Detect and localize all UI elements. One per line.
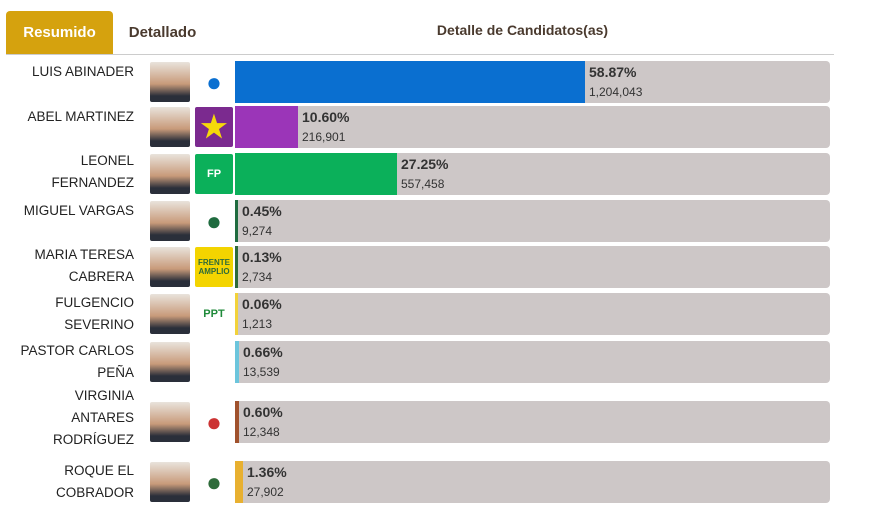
candidate-photo [150,462,190,502]
candidate-photo [150,107,190,147]
candidate-name-line: RODRÍGUEZ [53,432,134,447]
candidate-name-line: MARIA TERESA [34,247,134,262]
logo-text: PPT [203,308,225,320]
vote-percentage: 0.06% [242,296,282,312]
candidate-photo [150,154,190,194]
vote-bar-fill [235,246,238,288]
vote-bar[interactable]: 0.06% 1,213 [235,293,830,335]
divider [6,54,834,55]
candidate-name: LUIS ABINADER [0,61,134,83]
frente-amplio-logo-icon: FRENTE AMPLIO [195,247,233,287]
candidate-name-line: COBRADOR [55,485,134,500]
candidate-name-line: FERNANDEZ [51,175,134,190]
candidate-name-line: VIRGINIA [74,388,134,403]
vote-count: 1,204,043 [589,85,643,99]
vote-bar[interactable]: 0.13% 2,734 [235,246,830,288]
vote-count: 9,274 [242,224,273,238]
vote-bar[interactable]: 58.87% 1,204,043 [235,61,830,103]
vote-bar-fill [235,461,243,503]
candidate-photo [150,402,190,442]
vote-percentage: 1.36% [247,464,287,480]
candidate-name: LEONEL FERNANDEZ [0,150,134,194]
vote-percentage: 10.60% [302,109,350,125]
vote-bar-fill [235,61,585,103]
prm-logo-icon: ● [195,62,233,102]
vote-bar-fill [235,200,238,242]
candidate-name-line: ABEL MARTINEZ [27,109,134,124]
candidate-name: PASTOR CARLOS PEÑA [0,340,134,384]
vote-bar-fill [235,153,397,195]
vote-bar-fill [235,341,239,383]
candidate-name: FULGENCIO SEVERINO [0,292,134,336]
pld-star-logo-icon: ★ [195,107,233,147]
vote-bar[interactable]: 0.45% 9,274 [235,200,830,242]
vote-bar-fill [235,401,239,443]
vote-count: 216,901 [302,130,346,144]
candidate-name-line: SEVERINO [64,317,134,332]
candidate-name-line: ANTARES [71,410,134,425]
tab-detallado[interactable]: Detallado [128,24,197,41]
ppt-logo-icon: PPT [195,294,233,334]
vote-bar[interactable]: 27.25% 557,458 [235,153,830,195]
candidate-photo [150,247,190,287]
vote-percentage: 27.25% [401,156,449,172]
candidate-name-line: ROQUE EL [64,463,134,478]
vote-count: 12,348 [243,425,280,439]
candidate-photo [150,294,190,334]
partido-logo-icon: ● [195,462,233,502]
candidate-name: MARIA TERESA CABRERA [0,244,134,288]
vote-percentage: 58.87% [589,64,637,80]
candidate-name-line: LEONEL [80,153,134,168]
vote-count: 2,734 [242,270,273,284]
candidate-name: MIGUEL VARGAS [0,200,134,222]
logo-text: FP [206,168,222,180]
candidate-name-line: MIGUEL VARGAS [23,203,134,218]
section-title: Detalle de Candidatos(as) [436,22,609,38]
vote-count: 557,458 [401,177,445,191]
prd-logo-icon: ● [195,201,233,241]
vote-count: 27,902 [247,485,284,499]
candidate-name-line: PASTOR CARLOS [20,343,134,358]
vote-bar-fill [235,106,298,148]
candidate-name-line: LUIS ABINADER [31,64,134,79]
vote-percentage: 0.13% [242,249,282,265]
candidate-photo [150,201,190,241]
logo-text: FRENTE AMPLIO [198,258,230,276]
vote-bar[interactable]: 0.60% 12,348 [235,401,830,443]
vote-percentage: 0.66% [243,344,283,360]
gens-logo-icon: GenS [195,342,233,382]
candidate-photo [150,62,190,102]
vote-bar[interactable]: 10.60% 216,901 [235,106,830,148]
vote-percentage: 0.45% [242,203,282,219]
candidate-name: ROQUE EL COBRADOR [0,460,134,504]
tab-resumido[interactable]: Resumido [6,11,113,54]
vote-count: 13,539 [243,365,280,379]
candidate-photo [150,342,190,382]
vote-count: 1,213 [242,317,273,331]
vote-percentage: 0.60% [243,404,283,420]
logo-text: GenS [199,356,229,368]
candidate-name-line: CABRERA [68,269,134,284]
candidate-name: VIRGINIA ANTARES RODRÍGUEZ [0,385,134,451]
vote-bar[interactable]: 1.36% 27,902 [235,461,830,503]
vote-bar-fill [235,293,238,335]
opcion-democratica-logo-icon: ● [195,402,233,442]
vote-bar[interactable]: 0.66% 13,539 [235,341,830,383]
candidate-name-line: PEÑA [97,365,134,380]
fp-logo-icon: FP [195,154,233,194]
candidate-name: ABEL MARTINEZ [0,106,134,128]
candidate-name-line: FULGENCIO [55,295,134,310]
